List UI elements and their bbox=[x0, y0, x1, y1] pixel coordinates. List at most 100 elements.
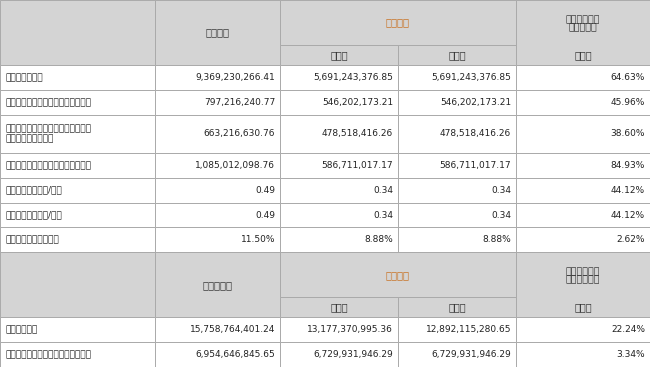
Bar bbox=[0, 317, 155, 342]
Text: 478,518,416.26: 478,518,416.26 bbox=[322, 130, 393, 138]
Text: 45.96%: 45.96% bbox=[610, 98, 645, 107]
Bar bbox=[0, 342, 155, 367]
Bar bbox=[280, 115, 398, 153]
Text: 稀释每股收益（元/股）: 稀释每股收益（元/股） bbox=[5, 211, 62, 219]
Bar bbox=[155, 90, 280, 115]
Text: 0.34: 0.34 bbox=[373, 186, 393, 195]
Text: 586,711,017.17: 586,711,017.17 bbox=[321, 161, 393, 170]
Text: 6,729,931,946.29: 6,729,931,946.29 bbox=[431, 350, 511, 359]
Text: 8.88%: 8.88% bbox=[364, 235, 393, 244]
Text: 经营活动产生的现金流量净额（元）: 经营活动产生的现金流量净额（元） bbox=[5, 161, 91, 170]
Text: 6,729,931,946.29: 6,729,931,946.29 bbox=[313, 350, 393, 359]
Bar bbox=[0, 178, 155, 203]
Text: 0.49: 0.49 bbox=[255, 186, 275, 195]
Text: 营业收入（元）: 营业收入（元） bbox=[5, 73, 43, 82]
Bar bbox=[155, 153, 280, 178]
Text: 归属于上市公司股东的净资产（元）: 归属于上市公司股东的净资产（元） bbox=[5, 350, 91, 359]
Text: 586,711,017.17: 586,711,017.17 bbox=[439, 161, 511, 170]
Text: 调整后: 调整后 bbox=[448, 302, 466, 312]
Bar bbox=[155, 203, 280, 228]
Bar bbox=[516, 178, 650, 203]
Text: 9,369,230,266.41: 9,369,230,266.41 bbox=[195, 73, 275, 82]
Bar bbox=[280, 178, 398, 203]
Text: 44.12%: 44.12% bbox=[611, 211, 645, 219]
Bar bbox=[155, 342, 280, 367]
Bar bbox=[155, 178, 280, 203]
Text: 本报告期末: 本报告期末 bbox=[203, 280, 233, 290]
Bar bbox=[280, 90, 398, 115]
Text: 2.62%: 2.62% bbox=[616, 235, 645, 244]
Text: 年同期增减: 年同期增减 bbox=[569, 23, 597, 32]
Text: 6,954,646,845.65: 6,954,646,845.65 bbox=[195, 350, 275, 359]
Text: 546,202,173.21: 546,202,173.21 bbox=[440, 98, 511, 107]
Bar bbox=[155, 115, 280, 153]
Bar bbox=[398, 153, 516, 178]
Text: 上年度末增减: 上年度末增减 bbox=[566, 275, 600, 284]
Bar bbox=[398, 228, 516, 252]
Bar bbox=[398, 317, 516, 342]
Bar bbox=[0, 0, 155, 65]
Text: 5,691,243,376.85: 5,691,243,376.85 bbox=[313, 73, 393, 82]
Text: 本报告期比上: 本报告期比上 bbox=[566, 15, 600, 24]
Text: 调整后: 调整后 bbox=[448, 50, 466, 60]
Bar bbox=[280, 342, 398, 367]
Bar bbox=[516, 228, 650, 252]
Text: 0.34: 0.34 bbox=[491, 186, 511, 195]
Bar bbox=[280, 0, 516, 45]
Text: 64.63%: 64.63% bbox=[610, 73, 645, 82]
Text: 总资产（元）: 总资产（元） bbox=[5, 326, 37, 334]
Bar bbox=[516, 115, 650, 153]
Bar bbox=[0, 153, 155, 178]
Bar bbox=[398, 342, 516, 367]
Bar bbox=[155, 0, 280, 65]
Bar bbox=[398, 65, 516, 90]
Bar bbox=[0, 252, 155, 317]
Bar bbox=[280, 317, 398, 342]
Text: 调整前: 调整前 bbox=[330, 50, 348, 60]
Text: 0.34: 0.34 bbox=[373, 211, 393, 219]
Text: 本报告期: 本报告期 bbox=[205, 28, 229, 38]
Text: 本报告期末比: 本报告期末比 bbox=[566, 267, 600, 276]
Text: 加权平均净资产收益率: 加权平均净资产收益率 bbox=[5, 235, 58, 244]
Bar bbox=[398, 297, 516, 317]
Text: 13,177,370,995.36: 13,177,370,995.36 bbox=[307, 326, 393, 334]
Bar bbox=[398, 203, 516, 228]
Bar bbox=[280, 252, 516, 297]
Text: 11.50%: 11.50% bbox=[240, 235, 275, 244]
Bar bbox=[155, 252, 280, 317]
Text: 归属于上市公司股东的扣除非经常性
损益的净利润（元）: 归属于上市公司股东的扣除非经常性 损益的净利润（元） bbox=[5, 124, 91, 143]
Text: 478,518,416.26: 478,518,416.26 bbox=[440, 130, 511, 138]
Bar bbox=[280, 297, 398, 317]
Text: 797,216,240.77: 797,216,240.77 bbox=[203, 98, 275, 107]
Bar bbox=[398, 45, 516, 65]
Bar bbox=[0, 203, 155, 228]
Text: 0.34: 0.34 bbox=[491, 211, 511, 219]
Bar bbox=[280, 228, 398, 252]
Bar bbox=[516, 342, 650, 367]
Bar bbox=[280, 153, 398, 178]
Bar bbox=[155, 65, 280, 90]
Bar bbox=[516, 0, 650, 65]
Text: 5,691,243,376.85: 5,691,243,376.85 bbox=[431, 73, 511, 82]
Bar bbox=[280, 203, 398, 228]
Bar bbox=[516, 65, 650, 90]
Text: 调整后: 调整后 bbox=[574, 50, 592, 60]
Text: 归属于上市公司股东的净利润（元）: 归属于上市公司股东的净利润（元） bbox=[5, 98, 91, 107]
Text: 0.49: 0.49 bbox=[255, 211, 275, 219]
Bar bbox=[155, 317, 280, 342]
Text: 基本每股收益（元/股）: 基本每股收益（元/股） bbox=[5, 186, 62, 195]
Bar bbox=[280, 45, 398, 65]
Bar bbox=[0, 228, 155, 252]
Text: 8.88%: 8.88% bbox=[482, 235, 511, 244]
Text: 44.12%: 44.12% bbox=[611, 186, 645, 195]
Text: 调整后: 调整后 bbox=[574, 302, 592, 312]
Bar bbox=[516, 153, 650, 178]
Text: 1,085,012,098.76: 1,085,012,098.76 bbox=[195, 161, 275, 170]
Bar bbox=[398, 115, 516, 153]
Bar bbox=[0, 90, 155, 115]
Text: 546,202,173.21: 546,202,173.21 bbox=[322, 98, 393, 107]
Bar bbox=[0, 65, 155, 90]
Bar bbox=[516, 317, 650, 342]
Text: 12,892,115,280.65: 12,892,115,280.65 bbox=[426, 326, 511, 334]
Bar bbox=[280, 65, 398, 90]
